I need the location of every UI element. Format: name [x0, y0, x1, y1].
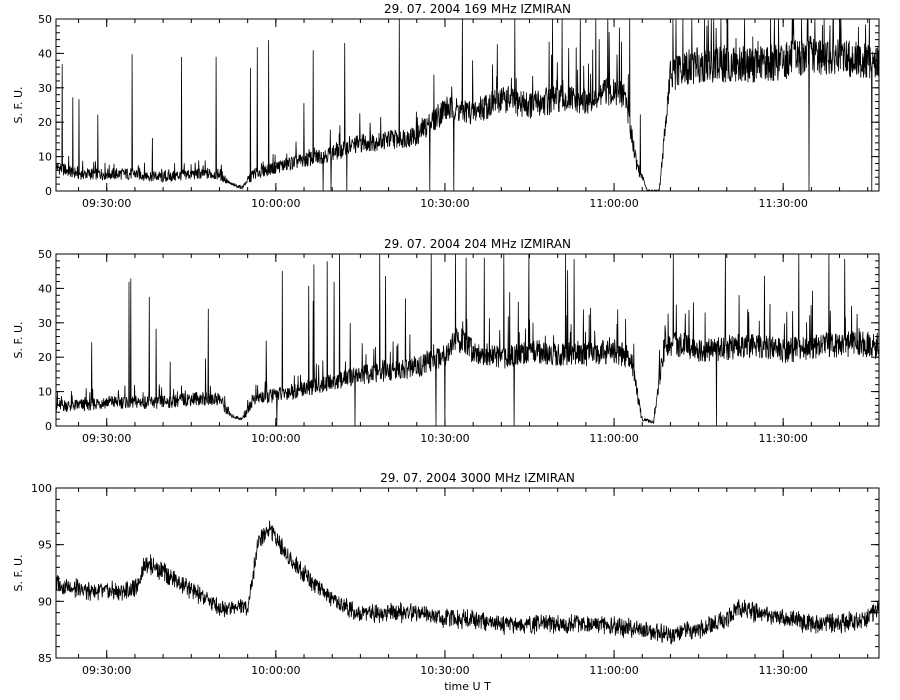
y-tick-label: 0	[45, 420, 52, 433]
y-tick-label: 95	[38, 539, 52, 552]
y-tick-label: 40	[38, 282, 52, 295]
y-tick-label: 100	[31, 482, 52, 495]
x-tick-label: 11:30:00	[758, 432, 807, 445]
signal-trace	[55, 253, 880, 427]
x-tick-label: 11:30:00	[758, 664, 807, 677]
y-tick-label: 20	[38, 116, 52, 129]
y-tick-label: 85	[38, 652, 52, 665]
y-tick-label: 30	[38, 82, 52, 95]
y-tick-label: 50	[38, 248, 52, 261]
y-tick-label: 10	[38, 386, 52, 399]
y-axis-label: S. F. U.	[12, 321, 25, 358]
x-tick-label: 09:30:00	[82, 664, 131, 677]
x-tick-label: 10:30:00	[420, 197, 469, 210]
y-tick-label: 40	[38, 47, 52, 60]
plot-frame	[55, 18, 880, 192]
x-tick-label: 10:00:00	[251, 664, 300, 677]
y-tick-label: 30	[38, 317, 52, 330]
y-axis-label: S. F. U.	[12, 554, 25, 591]
y-tick-label: 0	[45, 185, 52, 198]
y-axis-label: S. F. U.	[12, 86, 25, 123]
x-tick-label: 11:30:00	[758, 197, 807, 210]
signal-trace	[55, 18, 880, 193]
signal-trace	[55, 520, 880, 645]
chart-panel-3: 29. 07. 2004 3000 MHz IZMIRAN S. F. U. tim…	[12, 471, 880, 693]
x-tick-label: 11:00:00	[589, 664, 638, 677]
y-tick-label: 20	[38, 351, 52, 364]
x-tick-label: 09:30:00	[82, 197, 131, 210]
y-tick-label: 90	[38, 595, 52, 608]
x-axis-label: time U T	[444, 680, 491, 693]
x-tick-label: 10:00:00	[251, 197, 300, 210]
x-tick-label: 10:30:00	[420, 432, 469, 445]
x-tick-label: 10:30:00	[420, 664, 469, 677]
plot-frame	[55, 253, 880, 427]
chart-title: 29. 07. 2004 3000 MHz IZMIRAN	[380, 471, 575, 485]
chart-panel-2: 29. 07. 2004 204 MHz IZMIRAN S. F. U. 0 10 2…	[12, 237, 880, 445]
y-tick-label: 50	[38, 13, 52, 26]
x-tick-label: 11:00:00	[589, 197, 638, 210]
x-tick-label: 10:00:00	[251, 432, 300, 445]
plot-frame	[55, 487, 880, 659]
x-tick-label: 11:00:00	[589, 432, 638, 445]
x-tick-label: 09:30:00	[82, 432, 131, 445]
chart-title: 29. 07. 2004 169 MHz IZMIRAN	[384, 2, 571, 16]
chart-panel-1: 29. 07. 2004 169 MHz IZMIRAN S. F. U. 0 10 2…	[12, 2, 880, 210]
chart-title: 29. 07. 2004 204 MHz IZMIRAN	[384, 237, 571, 251]
y-tick-label: 10	[38, 151, 52, 164]
